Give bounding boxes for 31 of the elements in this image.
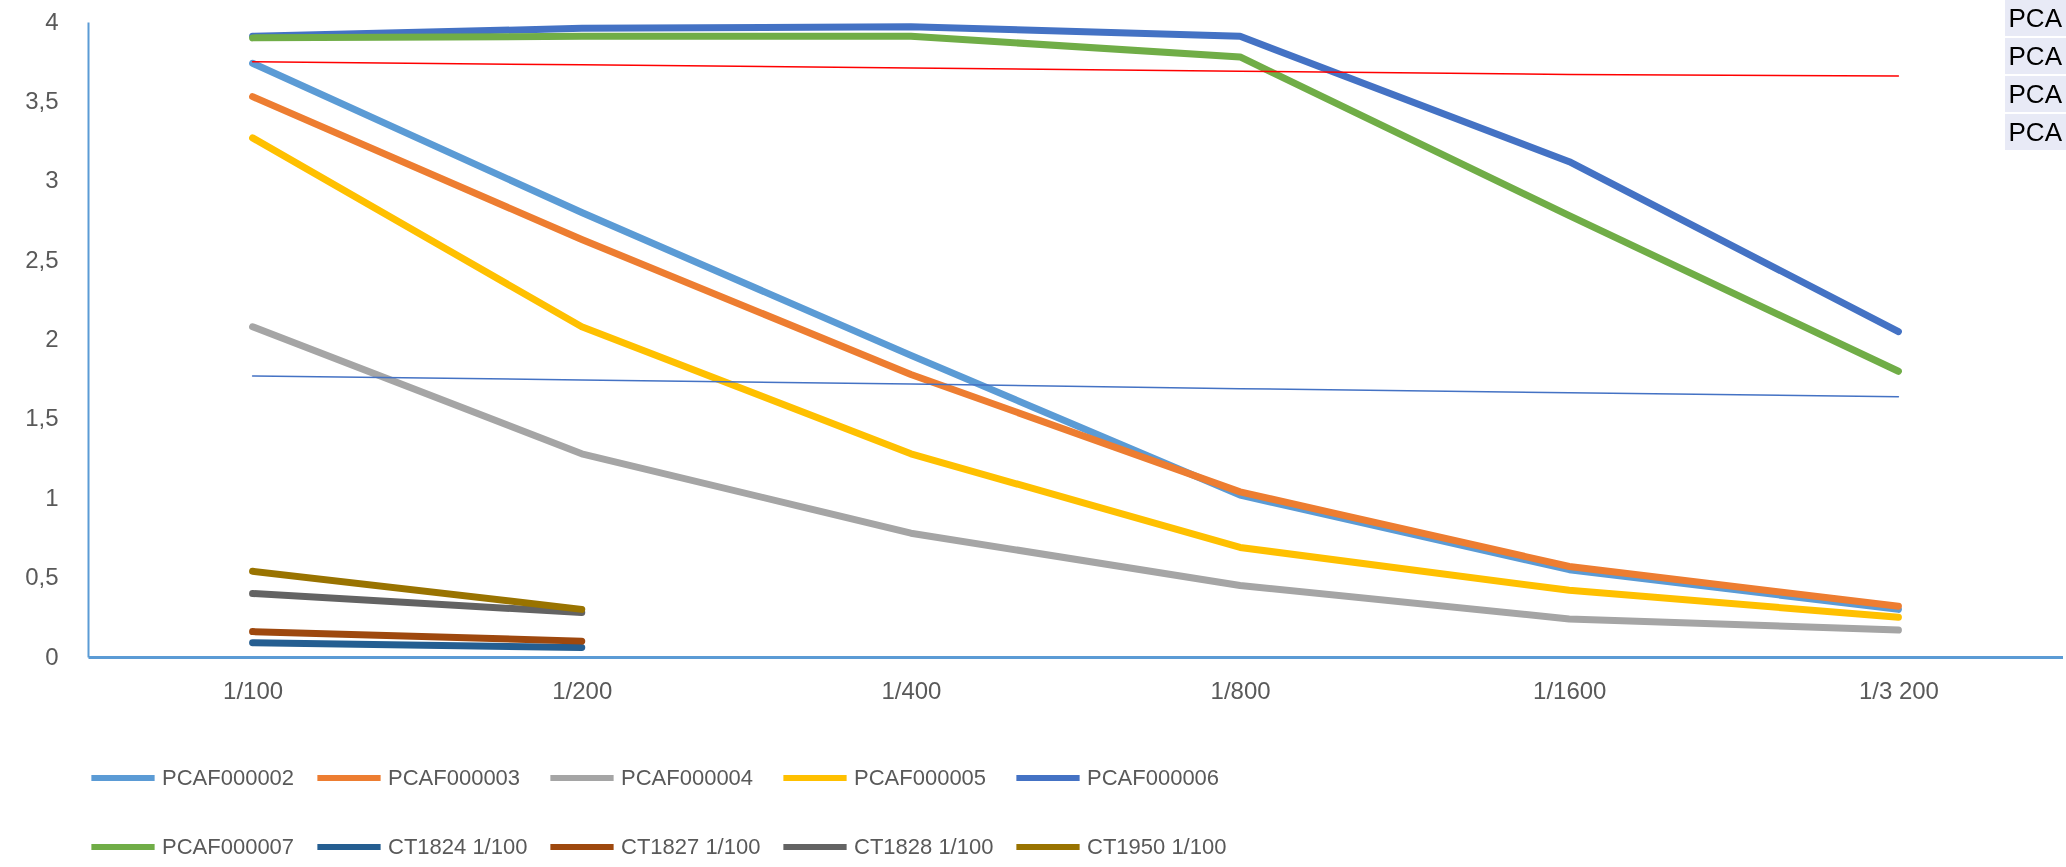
y-tick-label: 2,5: [25, 245, 59, 273]
x-tick-label: 1/100: [223, 676, 284, 704]
y-tick-label: 4: [45, 7, 59, 35]
y-tick-label: 3: [45, 166, 59, 194]
annotation: PCA: [2004, 38, 2066, 74]
annotation: PCA: [2004, 0, 2066, 36]
x-tick-label: 1/800: [1210, 676, 1271, 704]
legend-label: CT1824 1/100: [388, 834, 528, 859]
y-tick-label: 2: [45, 325, 59, 352]
annotation: PCA: [2004, 114, 2066, 150]
x-tick-label: 1/1600: [1533, 676, 1607, 704]
legend-label: CT1827 1/100: [621, 834, 761, 859]
legend-label: CT1828 1/100: [854, 834, 994, 859]
legend-label: PCAF000006: [1087, 765, 1220, 790]
y-tick-label: 3,5: [25, 86, 59, 114]
legend-label: PCAF000007: [162, 834, 295, 859]
y-tick-label: 0: [45, 642, 59, 670]
line-series: [251, 375, 1900, 398]
line-series: [251, 60, 1900, 77]
y-tick-label: 0,5: [25, 563, 59, 591]
legend-label: PCAF000004: [621, 765, 754, 790]
y-tick-label: 1: [45, 483, 59, 511]
legend-label: PCAF000005: [854, 765, 987, 790]
x-tick-label: 1/400: [881, 676, 942, 704]
legend-label: PCAF000003: [388, 765, 521, 790]
legend-label: PCAF000002: [162, 765, 295, 790]
legend-label: CT1950 1/100: [1087, 834, 1227, 859]
x-tick-label: 1/200: [552, 676, 613, 704]
y-tick-label: 1,5: [25, 404, 59, 432]
x-tick-label: 1/3 200: [1858, 676, 1939, 704]
annotation: PCA: [2004, 76, 2066, 112]
